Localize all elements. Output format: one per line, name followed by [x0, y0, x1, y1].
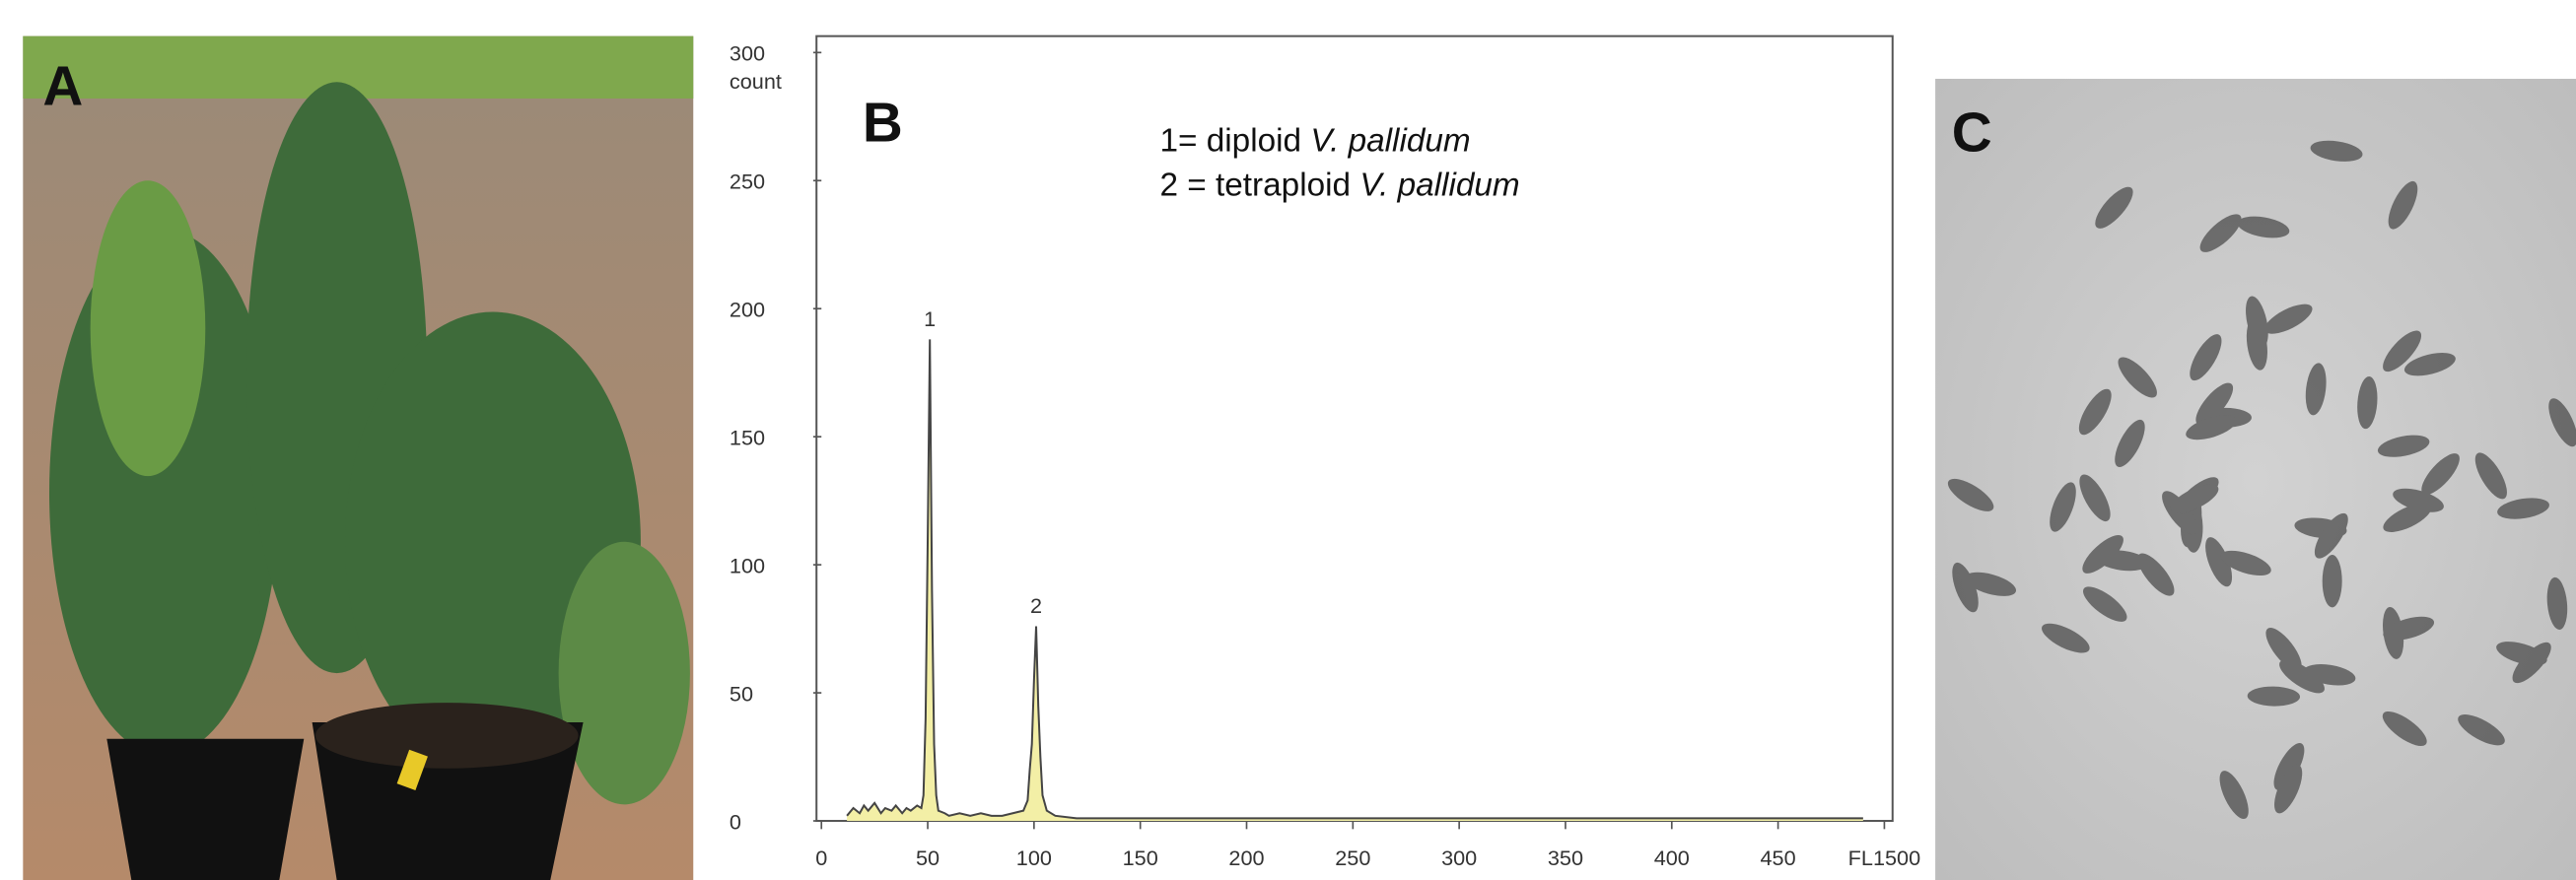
x-tick-label: 0: [815, 846, 827, 870]
y-tick-label: 100: [730, 553, 765, 577]
chromosome: [2310, 140, 2363, 162]
chromosome: [2497, 498, 2549, 519]
chromosome: [2548, 398, 2576, 447]
chromosome: [2220, 550, 2271, 576]
chromosome: [1952, 562, 1979, 613]
chromosome: [2082, 586, 2127, 622]
chromosome: [2383, 330, 2422, 372]
photo-plants: [48, 82, 690, 805]
y-axis-label: count: [730, 69, 782, 94]
histogram-line: [846, 339, 1863, 820]
chromosome: [2079, 474, 2111, 522]
x-tick-label: FL1500: [1848, 846, 1920, 870]
x-tick-label: 150: [1123, 846, 1158, 870]
chromosome: [2265, 627, 2302, 671]
chromosome: [2050, 482, 2076, 532]
y-tick-label: 200: [730, 298, 765, 322]
chromosome: [2095, 186, 2133, 229]
chromosome: [2357, 376, 2378, 430]
soil: [314, 703, 579, 769]
legend-line: 2 = tetraploid V. pallidum: [1160, 167, 1520, 203]
chromosome: [2264, 304, 2313, 334]
chromosome: [1965, 572, 2017, 596]
chromosome: [2393, 488, 2444, 512]
peak-label: 2: [1030, 593, 1042, 618]
x-tick-label: 250: [1335, 846, 1370, 870]
x-tick-label: 100: [1016, 846, 1052, 870]
panel-label: B: [863, 92, 903, 154]
chromosome: [2199, 214, 2242, 252]
histogram-fill: [847, 339, 1863, 822]
panel-label: C: [1952, 102, 1992, 164]
chromosome: [2421, 453, 2460, 496]
chromosome: [2322, 555, 2342, 608]
photo-grass: [23, 35, 694, 99]
chromosome: [2273, 743, 2305, 790]
chromosome: [2078, 388, 2112, 436]
chromosome: [2118, 357, 2157, 398]
chromosome: [2096, 550, 2149, 572]
chromosome: [2546, 576, 2568, 630]
chromosome: [2186, 415, 2237, 440]
chromosome: [2458, 714, 2505, 746]
chromosome: [2305, 363, 2327, 416]
legend-species: V. pallidum: [1310, 122, 1470, 159]
histogram-panel: B 1= diploid V. pallidum 2 = tetraploid …: [730, 34, 1920, 870]
peak-label: 1: [924, 306, 936, 331]
chromosome: [2115, 419, 2145, 467]
photo-panel: A: [23, 35, 694, 880]
pot: [106, 738, 305, 880]
micrograph-panel: C: [1935, 78, 2576, 880]
chromosomes: [1947, 140, 2576, 820]
chromosome: [2247, 686, 2301, 707]
chromosome: [2403, 353, 2456, 376]
legend-line: 1= diploid V. pallidum: [1160, 122, 1471, 159]
x-tick-label: 200: [1228, 846, 1264, 870]
x-tick-label: 450: [1761, 846, 1796, 870]
chromosome: [2382, 711, 2427, 746]
x-tick-label: 400: [1654, 846, 1690, 870]
x-tick-label: 300: [1441, 846, 1477, 870]
chromosome: [2205, 537, 2233, 587]
chromosome: [1947, 478, 1994, 511]
chromosome: [2190, 334, 2222, 381]
chromosome: [2388, 180, 2418, 230]
x-tick-label: 350: [1548, 846, 1583, 870]
y-tick-label: 250: [730, 169, 765, 194]
legend-text: 2 = tetraploid: [1160, 167, 1360, 203]
y-tick-label: 300: [730, 41, 765, 66]
chromosome: [2219, 771, 2249, 820]
chromosome: [2474, 452, 2507, 500]
micrograph-background: [1935, 78, 2576, 880]
chromosome: [2383, 616, 2435, 641]
chromosome: [2377, 435, 2430, 457]
chromosome: [2195, 382, 2234, 426]
plant-tag: [396, 749, 428, 791]
y-tick-label: 0: [730, 809, 741, 834]
chromosome: [2246, 296, 2268, 348]
y-tick-label: 50: [730, 681, 753, 706]
chromosome: [2314, 512, 2348, 559]
chromosome: [2042, 623, 2090, 653]
panel-label: A: [42, 56, 83, 118]
legend-text: 1= diploid: [1160, 122, 1311, 159]
chromosome: [2274, 764, 2303, 814]
chromosome: [2512, 642, 2551, 684]
y-tick-label: 150: [730, 426, 765, 450]
chromosome: [2237, 216, 2290, 238]
chromosome: [2170, 484, 2219, 513]
legend-species: V. pallidum: [1359, 167, 1519, 203]
x-tick-label: 50: [916, 846, 940, 870]
